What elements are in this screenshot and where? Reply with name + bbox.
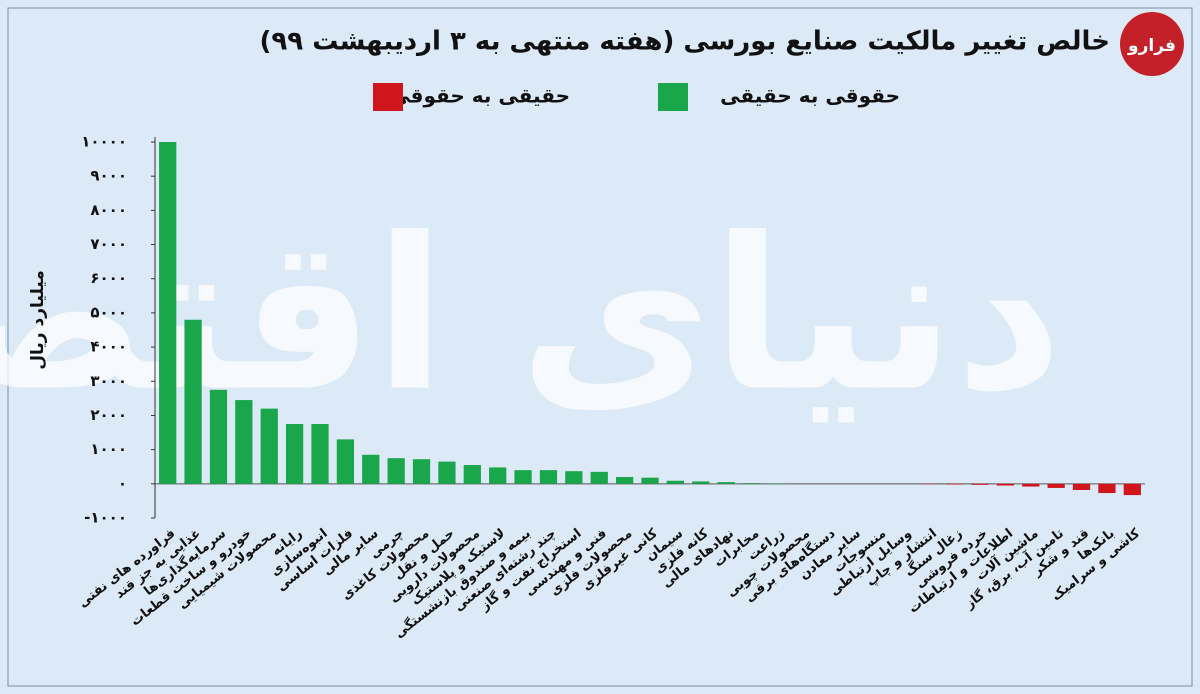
bar: [184, 319, 202, 484]
y-tick-label: ۹۰۰۰: [90, 167, 127, 185]
bar: [539, 470, 558, 484]
y-tick-label: ۴۰۰۰: [90, 338, 127, 356]
bar: [1047, 483, 1065, 488]
bar: [742, 483, 761, 484]
bar: [285, 424, 304, 484]
frame: [7, 7, 1193, 687]
legend-swatch: [373, 83, 403, 111]
legend-label: حقوقی به حقیقی: [720, 84, 900, 108]
bar: [717, 482, 735, 484]
bar: [235, 400, 253, 484]
chart-title: خالص تغییر مالکیت صنایع بورسی (هفته منته…: [260, 27, 1111, 57]
y-tick-label: ۱۰۰۰: [90, 440, 127, 458]
bar: [590, 471, 608, 484]
bar: [209, 389, 228, 484]
logo-badge: [1120, 12, 1184, 76]
y-tick-label: ۵۰۰۰: [90, 303, 127, 321]
legend-label: حقیقی به حقوقی: [390, 84, 570, 108]
bar: [159, 142, 177, 484]
bar: [1123, 483, 1141, 496]
bar: [362, 454, 380, 484]
bar: [971, 483, 989, 485]
y-tick-label: ۰: [118, 474, 127, 492]
bar: [387, 458, 405, 484]
logo: فرارو: [1127, 36, 1176, 56]
bar: [666, 480, 685, 484]
y-tick-label: ۲۰۰۰: [90, 406, 127, 424]
bar: [438, 461, 456, 484]
bar: [565, 471, 583, 484]
bar: [260, 408, 278, 484]
bar: [996, 483, 1015, 486]
legend-swatch: [658, 83, 688, 111]
bar: [945, 483, 964, 485]
bar: [489, 467, 507, 484]
bar: [1072, 483, 1091, 490]
bar: [692, 481, 710, 484]
bar: [1098, 483, 1116, 494]
legend: حقوقی به حقیقی حقیقی به حقوقی: [373, 83, 900, 111]
bar: [615, 476, 634, 484]
bar: [336, 439, 355, 484]
bar: [412, 459, 431, 484]
watermark: دنیای اقتصاد: [0, 193, 1063, 438]
y-tick-label: ۱۰۰۰۰: [81, 133, 127, 151]
y-axis-label: میلیارد ریال: [28, 270, 48, 369]
bar: [1022, 483, 1040, 487]
y-tick-label: ۷۰۰۰: [90, 235, 127, 253]
bar: [514, 470, 532, 484]
y-tick-label: ۸۰۰۰: [90, 201, 127, 219]
bar: [641, 477, 659, 484]
y-tick-label: ۶۰۰۰: [90, 269, 127, 287]
y-tick-label: ۳۰۰۰: [90, 372, 127, 390]
bar: [463, 465, 481, 484]
bar: [311, 424, 329, 484]
y-tick-label: -۱۰۰۰: [84, 509, 127, 527]
